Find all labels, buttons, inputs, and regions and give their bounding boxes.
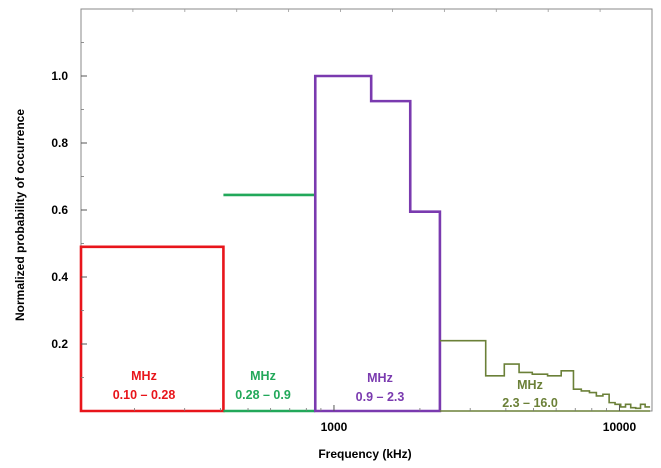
y-tick-label: 1.0 <box>51 69 68 83</box>
series-3-steps <box>313 74 442 413</box>
x-tick-label: 1000 <box>321 420 348 434</box>
x-axis: 1000 10000 <box>134 405 636 434</box>
y-tick-label: 0.4 <box>51 270 68 284</box>
y-tick-label: 0.6 <box>51 203 68 217</box>
y-tick-label: 0.2 <box>51 337 68 351</box>
x-axis-title: Frequency (kHz) <box>318 447 411 461</box>
series-1-steps <box>79 245 225 413</box>
series-2-steps <box>223 193 316 413</box>
band-3-range-label: 0.9 – 2.3 <box>356 390 405 404</box>
band-2-unit-label: MHz <box>250 369 276 383</box>
series-layer <box>79 74 651 413</box>
plot-border <box>80 8 653 412</box>
band-1-unit-label: MHz <box>131 369 157 383</box>
band-labels: MHz 0.10 – 0.28 MHz 0.28 – 0.9 MHz 0.9 – 2.3 M… <box>113 369 558 410</box>
band-4-unit-label: MHz <box>517 378 543 392</box>
band-2-range-label: 0.28 – 0.9 <box>235 388 291 402</box>
plot-frame <box>80 8 653 412</box>
band-1-range-label: 0.10 – 0.28 <box>113 388 176 402</box>
x-tick-label: 10000 <box>603 420 637 434</box>
y-axis-title: Normalized probability of occurrence <box>13 109 27 321</box>
band-4-range-label: 2.3 – 16.0 <box>502 396 558 410</box>
series-4-steps <box>439 339 651 412</box>
y-axis: 0.2 0.4 0.6 0.8 1.0 <box>51 42 87 378</box>
band-3-unit-label: MHz <box>367 371 393 385</box>
y-tick-label: 0.8 <box>51 136 68 150</box>
